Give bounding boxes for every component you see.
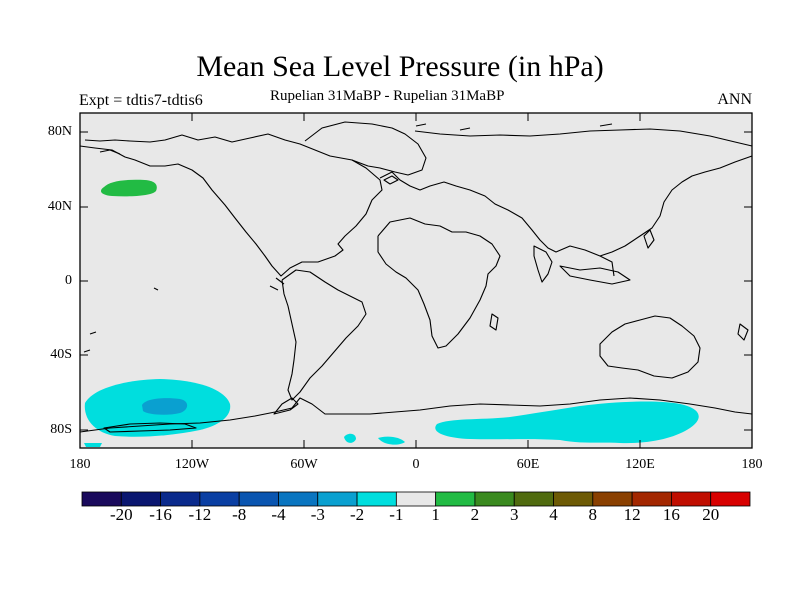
coastline-madagascar: [489, 313, 499, 331]
coastline-indonesia: [559, 265, 631, 285]
coastline-europe-mediterranean: [379, 155, 753, 257]
colorbar-label: -3: [310, 505, 325, 524]
negative-anomaly-small-patch: [84, 443, 102, 447]
colorbar-box-10: [474, 491, 515, 507]
colorbar-label: 20: [702, 505, 720, 524]
coastline-new-zealand: [737, 323, 749, 341]
positive-anomaly-north-pacific: [100, 179, 157, 197]
colorbar-box-9: [435, 491, 476, 507]
colorbar-box-4: [238, 491, 279, 507]
coastline-south-america: [281, 269, 367, 401]
lon-label-60e: 60E: [516, 457, 540, 472]
lat-label-40n: 40N: [47, 199, 72, 214]
experiment-label: Expt = tdtis7-tdtis6: [79, 92, 203, 109]
colorbar-label: 3: [509, 505, 519, 524]
lat-label-80n: 80N: [47, 124, 72, 139]
coastline-india: [533, 245, 553, 283]
coastline-caribbean: [269, 277, 285, 291]
colorbar-label: 2: [470, 505, 480, 524]
colorbar-label: 8: [588, 505, 598, 524]
colorbar-box-15: [671, 491, 712, 507]
coastline-eurasia: [414, 128, 753, 147]
anomaly-shading: [84, 179, 699, 447]
lon-label-0: 0: [412, 457, 420, 472]
colorbar-box-1: [120, 491, 161, 507]
coastline-africa: [377, 217, 501, 349]
lon-label-180e: 180: [741, 457, 763, 472]
negative-anomaly-south-indian: [435, 401, 699, 444]
coastline-aleutians: [99, 149, 121, 155]
colorbar-box-16: [710, 491, 751, 507]
coastline-antarctic-peninsula: [273, 397, 299, 415]
negative-anomaly-weddell: [378, 436, 405, 445]
map-title: Mean Sea Level Pressure (in hPa): [196, 50, 604, 83]
season-label: ANN: [717, 91, 752, 108]
colorbar-label: -1: [389, 505, 404, 524]
coastline-japan: [643, 229, 655, 249]
colorbar-box-0: [81, 491, 122, 507]
colorbar-label: 4: [549, 505, 558, 524]
colorbar-box-8: [395, 491, 437, 507]
colorbar-box-3: [199, 491, 240, 507]
colorbar-label: -16: [149, 505, 172, 524]
colorbar-box-7: [356, 491, 397, 507]
colorbar-label: 12: [623, 505, 641, 524]
colorbar-label: -20: [109, 505, 133, 524]
coastline-antarctica: [79, 397, 753, 433]
negative-anomaly-core: [142, 398, 188, 415]
negative-anomaly-south-atlantic: [344, 433, 356, 443]
coastline-arctic-islands: [415, 123, 613, 131]
coastline-iceland: [383, 175, 399, 185]
colorbar-label: -12: [188, 505, 212, 524]
lat-label-0: 0: [65, 273, 72, 288]
colorbar-box-11: [513, 491, 554, 507]
colorbar-label: 16: [662, 505, 680, 524]
colorbar-box-12: [553, 491, 594, 507]
colorbar-box-13: [592, 491, 633, 507]
coastline-hawaii: [153, 287, 159, 291]
colorbar-box-5: [278, 491, 319, 507]
coastline-australia: [599, 315, 701, 379]
lat-label-80s: 80S: [50, 422, 72, 437]
colorbar-label: -2: [350, 505, 365, 524]
lon-label-120e: 120E: [625, 457, 655, 472]
lon-label-120w: 120W: [174, 457, 210, 472]
coastline-north-america: [79, 133, 383, 277]
lat-label-40s: 40S: [50, 347, 72, 362]
colorbar-label: -4: [271, 505, 286, 524]
lon-label-60w: 60W: [290, 457, 318, 472]
coastline-southeast-asia: [599, 255, 615, 277]
coastline-ross-sea: [103, 422, 197, 433]
coastline-greenland: [304, 121, 427, 176]
lon-label-180w: 180: [69, 457, 91, 472]
colorbar-box-14: [631, 491, 672, 507]
tick-marks: [80, 113, 752, 448]
coastlines: [79, 121, 753, 433]
coastline-antarctic-islands: [83, 331, 97, 353]
period-label: Rupelian 31MaBP - Rupelian 31MaBP: [270, 88, 505, 104]
colorbar-box-2: [160, 491, 201, 507]
colorbar-label: 1: [431, 505, 440, 524]
colorbar: [81, 491, 751, 507]
colorbar-label: -8: [232, 505, 247, 524]
colorbar-box-6: [317, 491, 358, 507]
